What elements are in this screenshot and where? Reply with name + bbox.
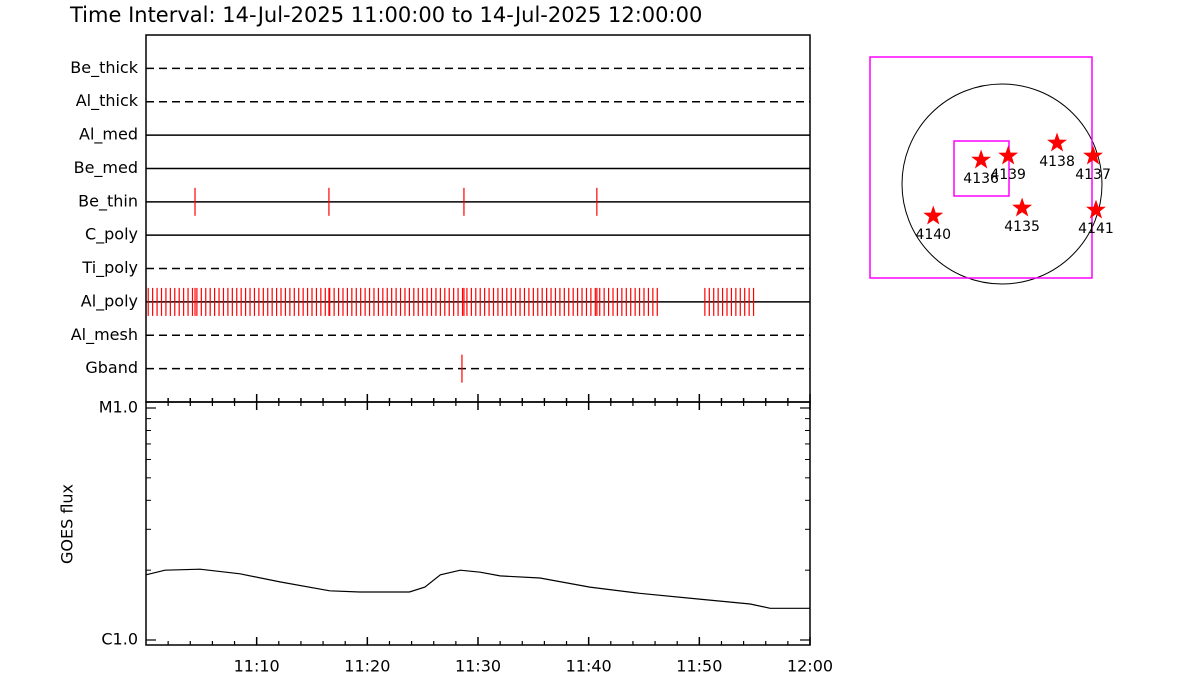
x-tick-label: 11:10 [234, 657, 280, 676]
region-star [923, 205, 944, 225]
region-label: 4136 [963, 171, 999, 187]
region-star [1083, 145, 1103, 165]
y-tick-label: C1.0 [101, 630, 138, 649]
row-label: Al_med [79, 125, 138, 145]
x-tick-label: 11:40 [566, 657, 612, 676]
x-tick-label: 12:00 [787, 657, 833, 676]
chart-title: Time Interval: 14-Jul-2025 11:00:00 to 1… [69, 3, 702, 27]
row-label: Be_thick [70, 58, 138, 78]
region-label: 4139 [990, 167, 1026, 183]
row-label: C_poly [85, 225, 138, 245]
region-label: 4135 [1004, 219, 1040, 235]
region-label: 4140 [915, 227, 951, 243]
y-tick-label: M1.0 [99, 398, 138, 417]
region-label: 4141 [1078, 221, 1114, 237]
goes-line [145, 568, 810, 609]
row-label: Al_mesh [71, 325, 138, 345]
region-star [1012, 197, 1033, 217]
row-label: Gband [85, 358, 138, 377]
plot-frame [145, 34, 811, 403]
y-axis-label: GOES flux [58, 484, 77, 564]
plot-frame [145, 401, 811, 646]
region-star [971, 149, 992, 169]
row-label: Ti_poly [81, 258, 138, 278]
x-tick-label: 11:30 [455, 657, 501, 676]
x-tick-label: 11:20 [344, 657, 390, 676]
region-label: 4138 [1039, 154, 1075, 170]
row-label: Al_poly [81, 291, 138, 311]
region-label: 4137 [1075, 167, 1111, 183]
row-label: Be_med [74, 158, 138, 178]
map-frame [869, 56, 1093, 279]
region-star [1086, 199, 1106, 219]
solar-disk [901, 83, 1103, 285]
fov-box [953, 140, 1010, 197]
x-tick-label: 11:50 [676, 657, 722, 676]
region-star [998, 145, 1019, 165]
region-star [1047, 132, 1067, 152]
row-label: Al_thick [76, 91, 139, 111]
row-label: Be_thin [78, 191, 138, 211]
